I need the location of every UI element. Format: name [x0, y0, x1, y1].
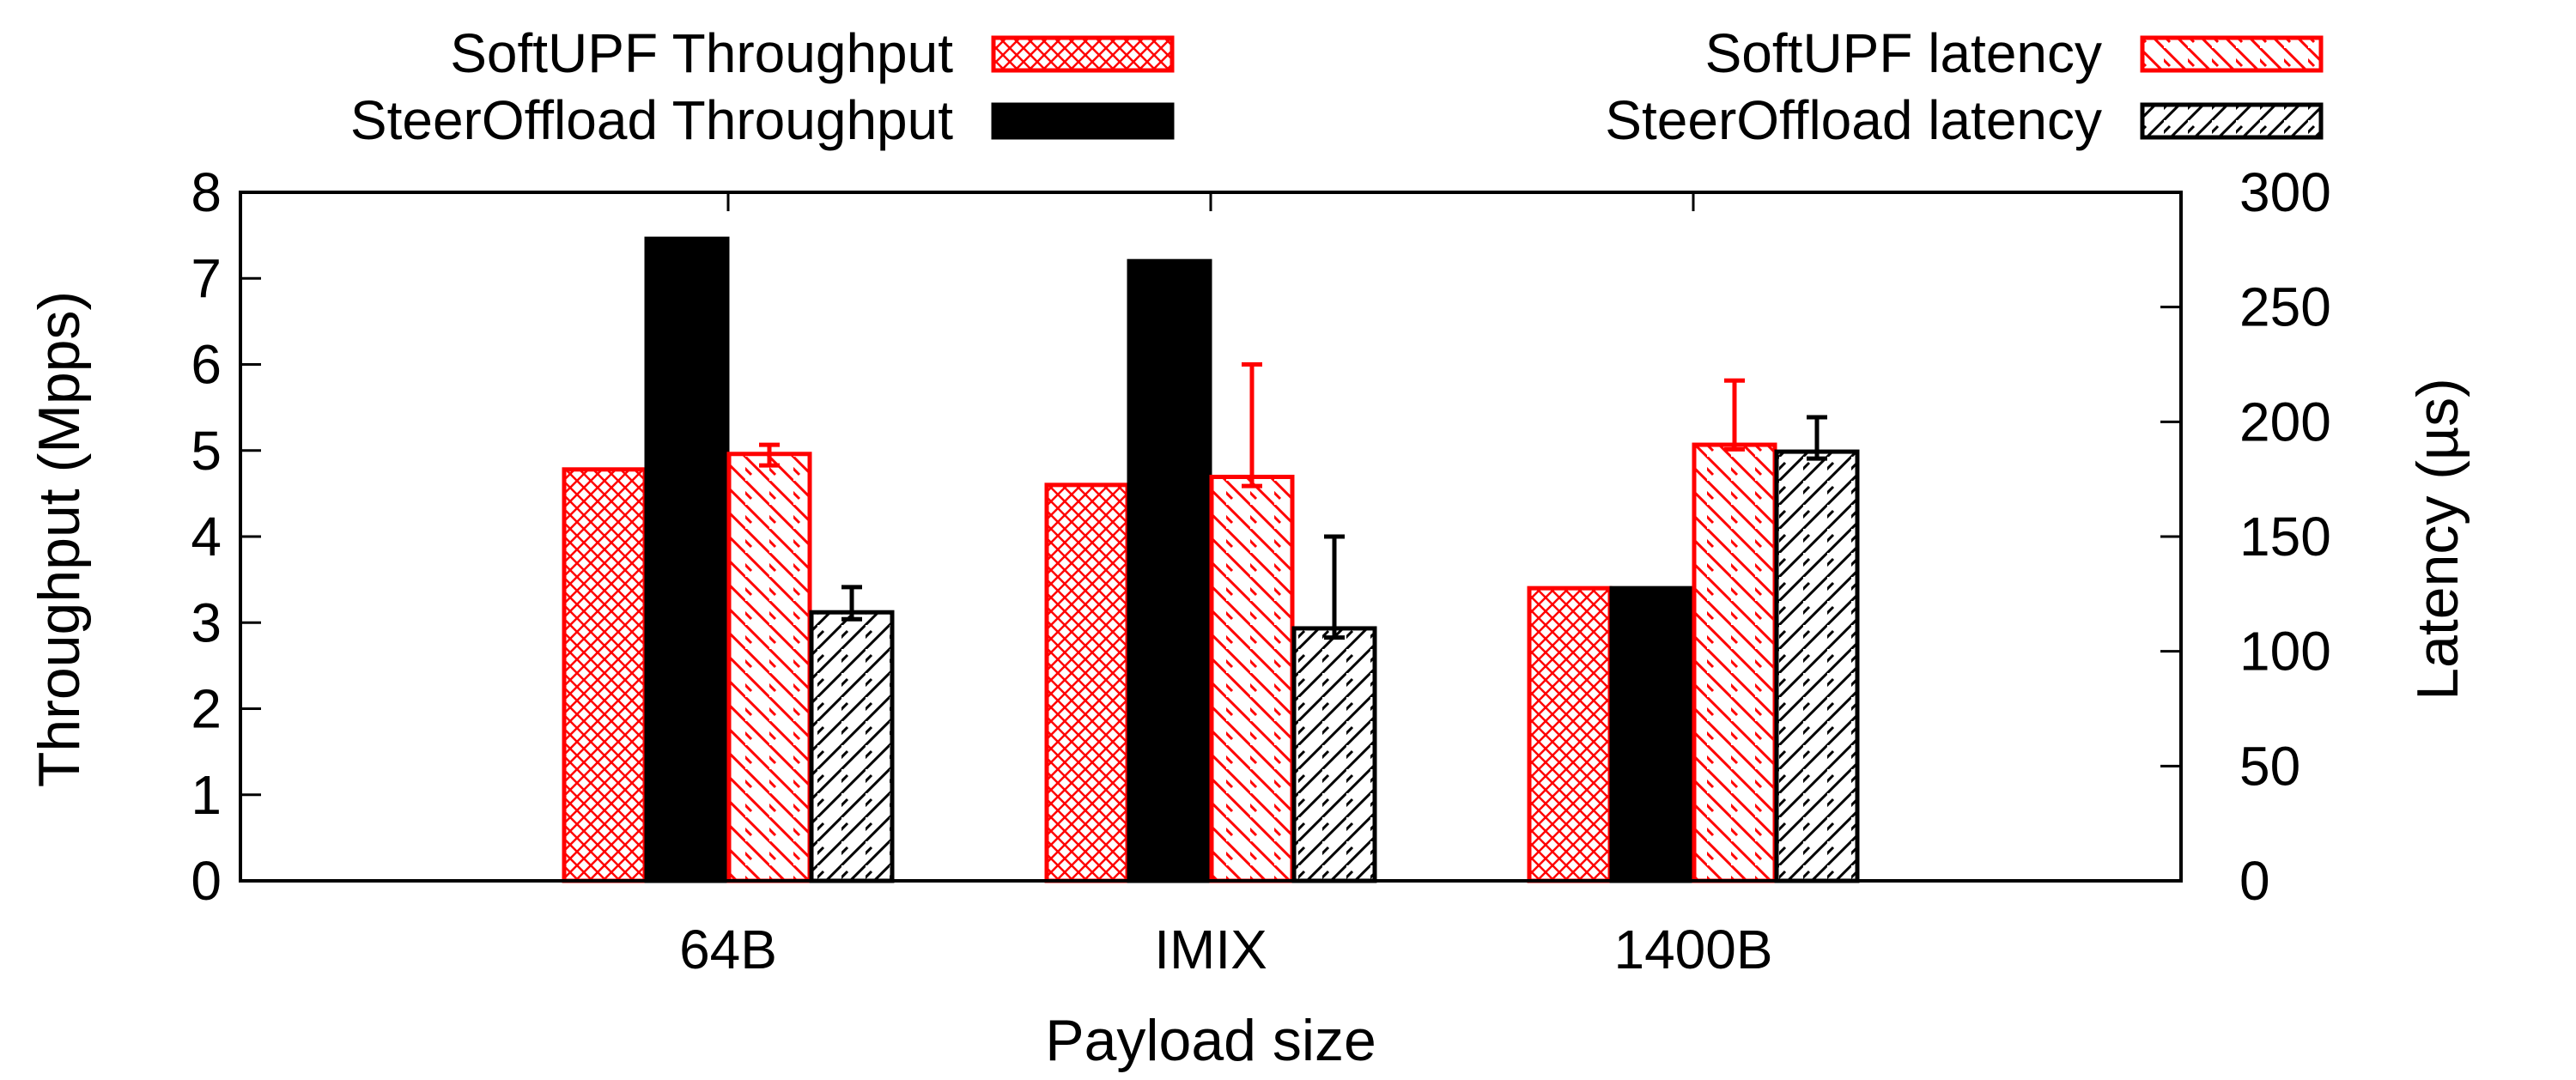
x-tick-label: 64B [679, 919, 777, 980]
y-left-tick-label: 7 [191, 247, 222, 309]
y-left-tick-label: 8 [191, 161, 222, 223]
bars [562, 236, 1860, 883]
x-tick-label: 1400B [1613, 919, 1772, 980]
bar [1609, 586, 1695, 883]
y-axis-left-label: Throughput (Mpps) [27, 291, 92, 787]
bar [726, 452, 812, 883]
bar [562, 467, 647, 883]
y-axis-right-label: Latency (µs) [2405, 378, 2470, 701]
bar [1692, 442, 1777, 883]
y-right-tick-label: 150 [2239, 506, 2331, 567]
legend-label: SteerOffload latency [1605, 89, 2102, 151]
y-right-tick-label: 200 [2239, 391, 2331, 452]
x-tick-label: IMIX [1154, 919, 1267, 980]
y-right-tick-label: 250 [2239, 276, 2331, 338]
bar [1527, 586, 1613, 883]
bar [1209, 474, 1295, 883]
axes: 0 1 2 3 4 5 6 7 8 0 50 100 150 200 250 300 64B IMIX 1400B [191, 161, 2330, 980]
bar [644, 236, 730, 883]
y-right-tick-label: 100 [2239, 621, 2331, 683]
y-right-tick-label: 0 [2239, 850, 2270, 912]
bar [1127, 258, 1212, 883]
bar [1291, 626, 1377, 883]
legend-label: SteerOffload Throughput [350, 89, 953, 151]
bar [1774, 449, 1860, 883]
y-left-tick-label: 6 [191, 334, 222, 396]
y-left-tick-label: 0 [191, 850, 222, 912]
y-left-tick-label: 2 [191, 678, 222, 740]
y-left-tick-label: 4 [191, 506, 222, 567]
bar [809, 610, 895, 883]
y-right-tick-label: 50 [2239, 735, 2300, 797]
legend-swatch [991, 102, 1175, 140]
x-axis-label: Payload size [1045, 1008, 1376, 1073]
y-left-tick-label: 5 [191, 420, 222, 482]
y-left-tick-label: 1 [191, 764, 222, 826]
y-left-tick-label: 3 [191, 592, 222, 653]
bar [1044, 482, 1130, 883]
legend-label: SoftUPF latency [1705, 22, 2102, 84]
legend-swatch [2140, 102, 2324, 140]
plot-frame [239, 191, 2183, 883]
legend-swatch [991, 35, 1175, 73]
y-right-tick-label: 300 [2239, 161, 2331, 223]
legend-swatch [2140, 35, 2324, 73]
legend-label: SoftUPF Throughput [450, 22, 953, 84]
error-bars [759, 362, 1827, 640]
